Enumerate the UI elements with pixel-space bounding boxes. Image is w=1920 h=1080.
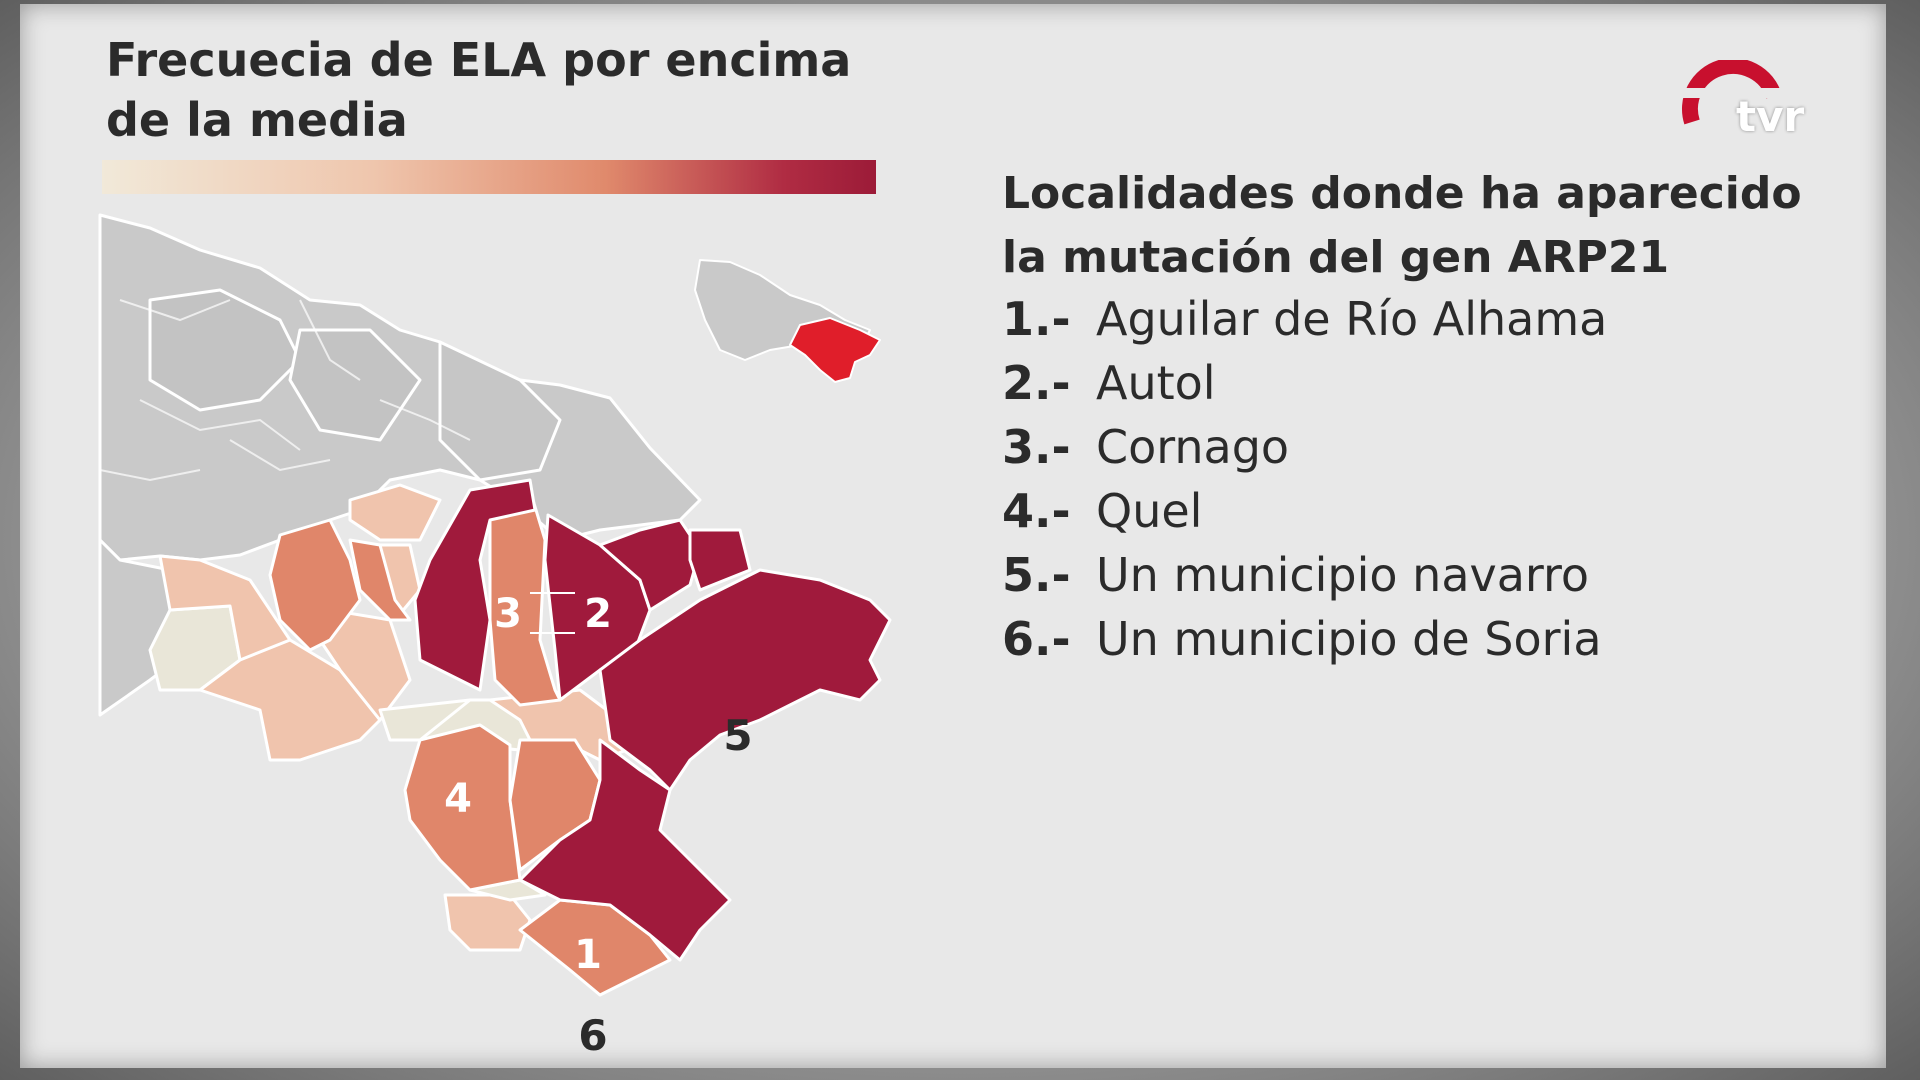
list-item: 6.- Un municipio de Soria [1002,612,1862,676]
municipality-light-7 [443,893,532,952]
list-item-number: 4.- [1002,484,1071,538]
municipality-gray-mid-2 [288,328,422,442]
chart-title-line-1: Frecuecia de ELA por encima [106,33,852,87]
inner-boundaries [99,299,471,482]
municipality-dark-soria-border [518,738,732,962]
municipality-dark-1 [413,478,537,692]
municipality-medium-quel [403,723,522,892]
list-title: Localidades donde ha aparecido la mutaci… [1002,162,1802,290]
list-item-number: 1.- [1002,292,1071,346]
map-label-6: 6 [578,1011,607,1060]
municipality-gray-east [438,340,562,482]
chart-title: Frecuecia de ELA por encima de la media [106,30,852,150]
list-item-name: Autol [1096,356,1216,410]
municipality-medium-2 [348,538,412,622]
list-item-number: 2.- [1002,356,1071,410]
municipality-light-2 [198,638,382,762]
dark-municipalities [413,478,892,962]
logo-text: tvr [1736,92,1805,141]
list-item-name: Aguilar de Río Alhama [1096,292,1608,346]
list-title-line-1: Localidades donde ha aparecido [1002,168,1802,219]
inset-locator-map [694,259,881,383]
list-item-number: 3.- [1002,420,1071,474]
list-item-number: 5.- [1002,548,1071,602]
list-item: 5.- Un municipio navarro [1002,548,1862,612]
map-label-1: 1 [574,932,602,978]
list-item-name: Quel [1096,484,1203,538]
map-label-3: 3 [494,591,522,637]
municipality-medium-1 [268,518,362,652]
list-item: 4.- Quel [1002,484,1862,548]
list-item: 3.- Cornago [1002,420,1862,484]
list-item-name: Cornago [1096,420,1290,474]
municipality-dark-4 [688,528,752,592]
municipality-gray-mid [148,288,302,412]
tvr-logo-icon [1682,60,1806,125]
color-scale-bar [102,160,876,194]
list-item: 2.- Autol [1002,356,1862,420]
municipality-light-4 [348,483,442,542]
map-label-4: 4 [444,776,472,822]
chart-title-line-2: de la media [106,93,408,147]
municipality-medium-cornago [488,488,562,707]
list-title-line-2: la mutación del gen ARP21 [1002,232,1670,283]
inset-region-highlight [789,317,881,383]
list-item-number: 6.- [1002,612,1071,666]
localities-list: 1.- Aguilar de Río Alhama 2.- Autol 3.- … [1002,292,1862,676]
map-label-2: 2 [584,591,612,637]
medium-municipalities [268,488,672,997]
map-label-5: 5 [723,711,752,760]
map-labels: 3 2 4 1 5 6 [444,591,753,1060]
list-item-name: Un municipio navarro [1096,548,1590,602]
list-item-name: Un municipio de Soria [1096,612,1602,666]
list-item: 1.- Aguilar de Río Alhama [1002,292,1862,356]
label-divider [530,592,575,634]
